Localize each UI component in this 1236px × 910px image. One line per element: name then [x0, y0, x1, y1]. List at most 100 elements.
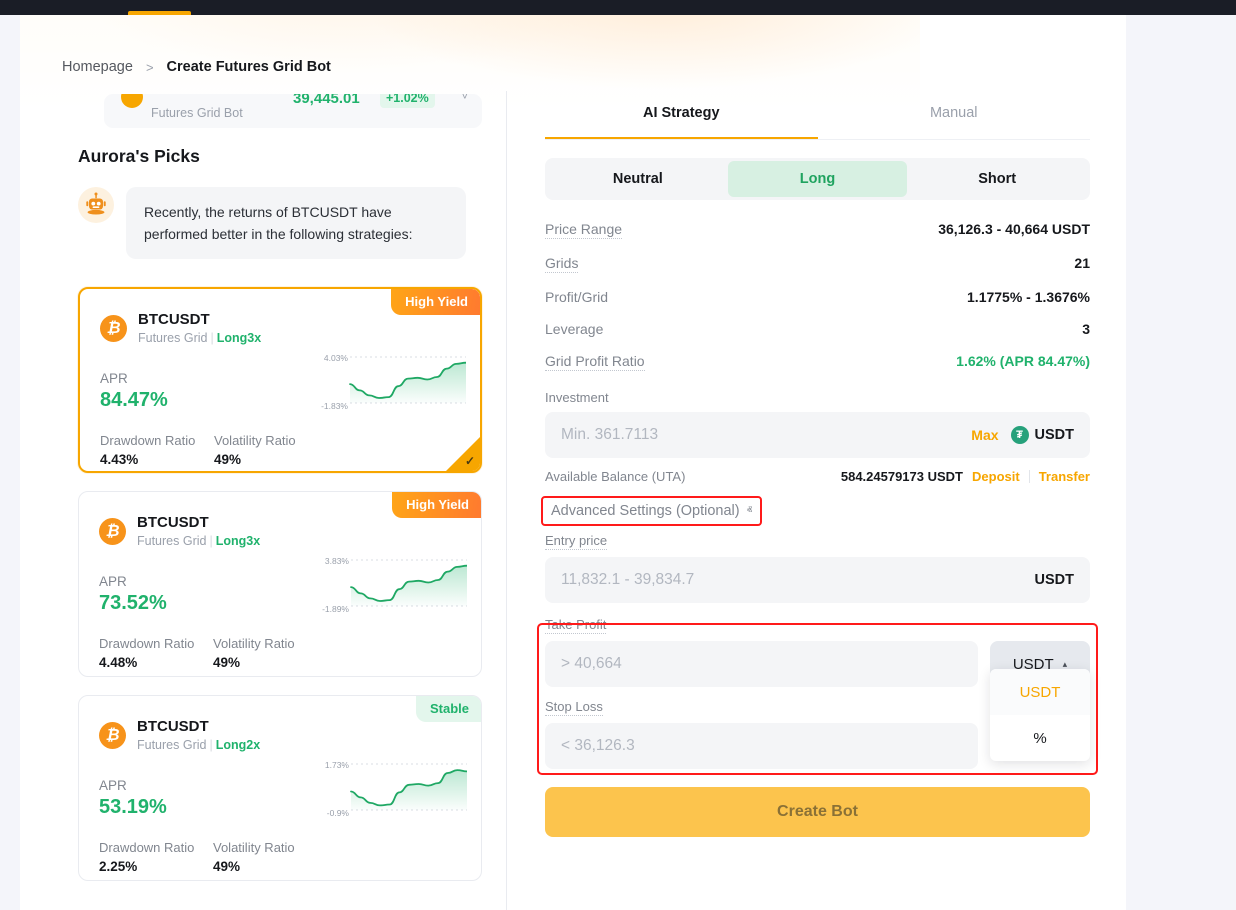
max-button[interactable]: Max [971, 427, 999, 443]
card-badge: High Yield [391, 289, 480, 315]
unit-dropdown-menu: USDT % [990, 669, 1090, 761]
transfer-link[interactable]: Transfer [1038, 469, 1090, 484]
card-header: ₿ BTCUSDT Futures Grid | Long3x [100, 311, 261, 346]
left-panel: Futures Grid Bot 39,445.01 +1.02% ˅ Auro… [20, 91, 506, 910]
drawdown-label: Drawdown Ratio [99, 636, 195, 651]
param-key: Grid Profit Ratio [545, 353, 645, 371]
param-row: Grid Profit Ratio 1.62% (APR 84.47%) [545, 345, 1090, 379]
divider [1028, 470, 1030, 483]
stop-loss-placeholder: < 36,126.3 [561, 737, 635, 754]
tab-manual[interactable]: Manual [929, 105, 978, 121]
chevron-up-icon: ⱏ [746, 504, 753, 517]
apr-value: 73.52% [99, 592, 167, 614]
nav-active-indicator [128, 11, 191, 15]
bitcoin-icon [121, 94, 143, 108]
apr-label: APR [99, 574, 127, 589]
card-symbol: BTCUSDT [137, 514, 209, 531]
param-value: 21 [1074, 255, 1090, 271]
card-type: Futures Grid [137, 738, 207, 752]
content-columns: Futures Grid Bot 39,445.01 +1.02% ˅ Auro… [20, 91, 1126, 910]
tabs-baseline [545, 139, 1090, 140]
segment-neutral[interactable]: Neutral [612, 171, 663, 187]
currency-selector[interactable]: ₮ USDT [1010, 426, 1074, 444]
stop-loss-input[interactable]: < 36,126.3 [545, 723, 978, 769]
entry-price-label: Entry price [545, 533, 608, 550]
deposit-link[interactable]: Deposit [972, 469, 1020, 484]
take-profit-label: Take Profit [545, 617, 607, 634]
param-key: Profit/Grid [545, 289, 609, 305]
balance-label: Available Balance (UTA) [545, 469, 686, 484]
drawdown-value: 4.48% [99, 655, 138, 670]
volatility-value: 49% [213, 859, 241, 874]
page-sheet: Homepage > Create Futures Grid Bot Futur… [20, 15, 1126, 910]
running-bot-summary-pill[interactable]: Futures Grid Bot 39,445.01 +1.02% ˅ [104, 94, 482, 128]
separator: | [209, 738, 213, 752]
segment-short[interactable]: Short [978, 171, 1017, 187]
volatility-label: Volatility Ratio [213, 840, 295, 855]
param-value: 3 [1082, 321, 1090, 337]
bot-price-value: 39,445.01 [293, 94, 360, 107]
param-key: Grids [545, 255, 579, 273]
bitcoin-icon: ₿ [99, 722, 126, 749]
tab-ai-strategy[interactable]: AI Strategy [642, 105, 720, 121]
bot-message-text: Recently, the returns of BTCUSDT have pe… [126, 187, 466, 259]
available-balance-row: Available Balance (UTA) 584.24579173 USD… [545, 469, 1090, 484]
sparkline-low-label: -1.83% [321, 401, 348, 411]
card-badge: Stable [415, 696, 481, 722]
bitcoin-icon: ₿ [100, 315, 127, 342]
card-ratios: Drawdown Ratio 2.25% Volatility Ratio 49% [99, 840, 295, 874]
volatility-label: Volatility Ratio [213, 636, 295, 651]
entry-price-placeholder: 11,832.1 - 39,834.7 [561, 571, 695, 588]
card-header: ₿ BTCUSDT Futures Grid | Long2x [99, 718, 260, 753]
param-row: Price Range 36,126.3 - 40,664 USDT [545, 213, 1090, 247]
advanced-settings-label: Advanced Settings (Optional) [551, 503, 740, 519]
bot-type-label: Futures Grid Bot [151, 106, 243, 120]
apr-label: APR [99, 778, 127, 793]
performance-sparkline: 3.83% -1.89% [307, 556, 467, 626]
dropdown-option-usdt[interactable]: USDT [990, 669, 1090, 715]
card-symbol: BTCUSDT [138, 311, 210, 328]
investment-input[interactable]: Min. 361.7113 Max ₮ USDT [545, 412, 1090, 458]
breadcrumb: Homepage > Create Futures Grid Bot [62, 59, 331, 75]
card-direction: Long3x [216, 331, 262, 345]
drawdown-label: Drawdown Ratio [100, 433, 196, 448]
page-title: Create Futures Grid Bot [166, 59, 331, 75]
take-profit-input[interactable]: > 40,664 [545, 641, 978, 687]
breadcrumb-home-link[interactable]: Homepage [62, 59, 133, 75]
param-value: 1.1775% - 1.3676% [967, 289, 1090, 305]
strategy-card[interactable]: Stable ₿ BTCUSDT Futures Grid | Long2x APR 53.1… [78, 695, 482, 881]
card-type: Futures Grid [137, 534, 207, 548]
tab-active-underline [545, 136, 818, 139]
apr-value: 53.19% [99, 796, 167, 818]
take-profit-unit-value: USDT [1012, 655, 1054, 673]
take-profit-placeholder: > 40,664 [561, 655, 622, 672]
drawdown-value: 4.43% [100, 452, 139, 467]
sparkline-low-label: -0.9% [326, 808, 349, 818]
investment-placeholder: Min. 361.7113 [561, 426, 659, 443]
strategy-params-list: Price Range 36,126.3 - 40,664 USDT Grids 21… [545, 213, 1090, 379]
create-bot-button[interactable]: Create Bot [545, 787, 1090, 837]
strategy-card[interactable]: High Yield ₿ BTCUSDT Futures Grid | Long3x APR… [78, 287, 482, 473]
balance-amount: 584.24579173 USDT [840, 469, 964, 484]
dropdown-option-percent[interactable]: % [1033, 729, 1047, 747]
strategy-card[interactable]: High Yield ₿ BTCUSDT Futures Grid | Long3x APR… [78, 491, 482, 677]
card-direction: Long2x [215, 738, 261, 752]
stop-loss-label: Stop Loss [545, 699, 603, 716]
strategy-card-list: High Yield ₿ BTCUSDT Futures Grid | Long3x APR… [78, 287, 482, 899]
chevron-down-icon[interactable]: ˅ [461, 94, 468, 103]
entry-price-input[interactable]: 11,832.1 - 39,834.7 USDT [545, 557, 1090, 603]
currency-label: USDT [1034, 427, 1074, 443]
strategy-mode-tabs: AI Strategy Manual [545, 91, 1090, 139]
stop-loss-label-wrap: Stop Loss [545, 699, 1090, 716]
advanced-settings-toggle[interactable]: Advanced Settings (Optional) ⱏ [545, 500, 758, 522]
take-profit-label-wrap: Take Profit [545, 617, 1090, 634]
check-icon: ✓ [464, 454, 475, 468]
param-row: Leverage 3 [545, 313, 1090, 345]
apr-value: 84.47% [100, 389, 168, 411]
investment-label: Investment [545, 390, 609, 405]
segment-long[interactable]: Long [727, 161, 908, 197]
param-value: 36,126.3 - 40,664 USDT [938, 221, 1090, 237]
stop-loss-row: < 36,126.3 [545, 723, 1090, 769]
robot-icon [78, 187, 114, 223]
